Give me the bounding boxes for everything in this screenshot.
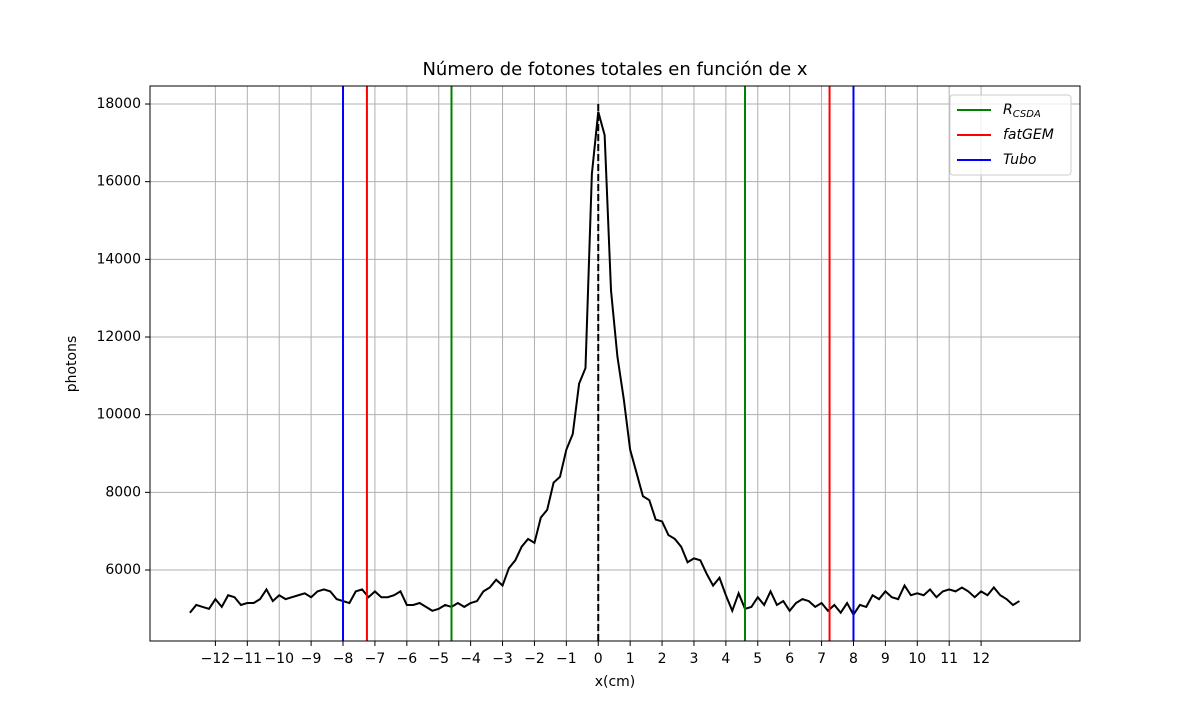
x-tick-label: 11 bbox=[940, 651, 958, 667]
x-tick-label: 2 bbox=[658, 651, 667, 667]
x-tick-label: 1 bbox=[626, 651, 635, 667]
x-tick-label: −1 bbox=[556, 651, 577, 667]
y-tick-label: 12000 bbox=[96, 329, 141, 345]
ticks: −12 −11 −10 −9 −8 −7 −6 −5 −4 −3 −2 −1 0 1 2 3 4 5 6 7 8 9 10 1… bbox=[96, 96, 990, 667]
x-tick-label: 8 bbox=[849, 651, 858, 667]
x-tick-label: −8 bbox=[333, 651, 354, 667]
legend-label-main: Tubo bbox=[1003, 152, 1036, 168]
x-tick-label: 7 bbox=[817, 651, 826, 667]
legend-label-main: fatGEM bbox=[1003, 127, 1054, 143]
x-tick-label: −9 bbox=[301, 651, 322, 667]
y-tick-label: 10000 bbox=[96, 407, 141, 423]
x-tick-label: −11 bbox=[233, 651, 263, 667]
x-tick-label: −2 bbox=[524, 651, 545, 667]
x-tick-label: −5 bbox=[428, 651, 449, 667]
y-axis-label: photons bbox=[64, 336, 80, 393]
legend-label: fatGEM bbox=[1003, 127, 1054, 143]
legend: RCSDA fatGEM Tubo bbox=[949, 94, 1072, 176]
legend-label: Tubo bbox=[1003, 152, 1036, 168]
y-tick-label: 8000 bbox=[105, 484, 141, 500]
axes-frame bbox=[149, 85, 1081, 642]
legend-label: RCSDA bbox=[1003, 102, 1041, 120]
x-tick-label: 9 bbox=[881, 651, 890, 667]
x-tick-label: −3 bbox=[492, 651, 513, 667]
x-tick-label: 6 bbox=[785, 651, 794, 667]
grid bbox=[150, 86, 1080, 641]
x-tick-label: 5 bbox=[753, 651, 762, 667]
legend-label-main: R bbox=[1003, 102, 1013, 118]
x-tick-label: 0 bbox=[594, 651, 603, 667]
x-tick-label: 4 bbox=[721, 651, 730, 667]
legend-label-subscript: CSDA bbox=[1013, 109, 1041, 120]
x-tick-label: 3 bbox=[690, 651, 699, 667]
plot-area bbox=[189, 86, 1020, 641]
y-tick-label: 18000 bbox=[96, 96, 141, 112]
y-tick-label: 14000 bbox=[96, 251, 141, 267]
x-tick-label: −4 bbox=[460, 651, 481, 667]
x-tick-label: −6 bbox=[397, 651, 418, 667]
x-tick-label: 12 bbox=[972, 651, 990, 667]
x-tick-label: −7 bbox=[365, 651, 386, 667]
x-tick-label: −12 bbox=[201, 651, 231, 667]
legend-box bbox=[949, 94, 1072, 176]
y-tick-label: 16000 bbox=[96, 174, 141, 190]
x-tick-label: 10 bbox=[908, 651, 926, 667]
x-axis-label: x(cm) bbox=[595, 674, 636, 690]
x-tick-label: −10 bbox=[264, 651, 294, 667]
chart-title: Número de fotones totales en función de … bbox=[422, 59, 807, 80]
y-tick-label: 6000 bbox=[105, 562, 141, 578]
data-line bbox=[189, 111, 1020, 617]
